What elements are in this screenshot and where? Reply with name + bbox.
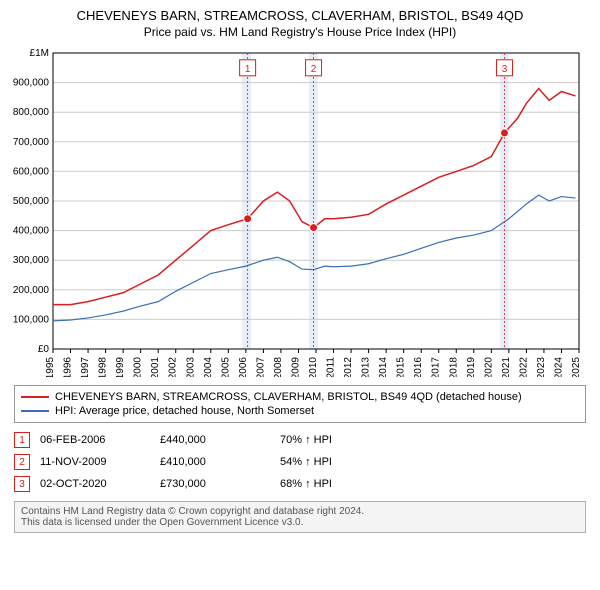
svg-text:2023: 2023: [536, 357, 547, 377]
marker-table: 1 06-FEB-2006£440,00070% ↑ HPI 2 11-NOV-200…: [14, 429, 342, 495]
legend-swatch: [21, 410, 49, 412]
marker-number-box: 1: [14, 432, 30, 448]
marker-date: 06-FEB-2006: [40, 429, 160, 451]
svg-text:£500,000: £500,000: [13, 196, 49, 207]
svg-text:2002: 2002: [168, 357, 179, 377]
svg-text:£800,000: £800,000: [13, 107, 49, 118]
marker-date: 11-NOV-2009: [40, 451, 160, 473]
marker-row: 1 06-FEB-2006£440,00070% ↑ HPI: [14, 429, 342, 451]
svg-text:2005: 2005: [220, 357, 231, 377]
svg-text:1998: 1998: [98, 357, 109, 377]
footer-line-2: This data is licensed under the Open Gov…: [21, 517, 579, 528]
marker-price: £440,000: [160, 429, 280, 451]
svg-text:2003: 2003: [185, 357, 196, 377]
marker-row: 3 02-OCT-2020£730,00068% ↑ HPI: [14, 473, 342, 495]
svg-text:1: 1: [245, 64, 251, 75]
svg-text:£700,000: £700,000: [13, 137, 49, 148]
legend-swatch: [21, 396, 49, 398]
svg-text:2012: 2012: [343, 357, 354, 377]
marker-number-box: 3: [14, 476, 30, 492]
footer-line-1: Contains HM Land Registry data © Crown c…: [21, 506, 579, 517]
svg-text:2009: 2009: [290, 357, 301, 377]
svg-text:1997: 1997: [80, 357, 91, 377]
chart-plot-area: £0 £100,000 £200,000 £300,000 £400,000 £500,0…: [13, 47, 587, 377]
svg-text:2016: 2016: [413, 357, 424, 377]
attribution-footer: Contains HM Land Registry data © Crown c…: [14, 501, 586, 533]
svg-text:1995: 1995: [45, 357, 56, 377]
marker-date: 02-OCT-2020: [40, 473, 160, 495]
svg-text:2022: 2022: [518, 357, 529, 377]
svg-text:2008: 2008: [273, 357, 284, 377]
svg-text:£0: £0: [38, 344, 50, 355]
svg-text:2007: 2007: [255, 357, 266, 377]
legend-label: HPI: Average price, detached house, Nort…: [55, 405, 314, 417]
svg-text:3: 3: [502, 64, 508, 75]
svg-text:2019: 2019: [466, 357, 477, 377]
svg-text:2001: 2001: [150, 357, 161, 377]
svg-text:2025: 2025: [571, 357, 582, 377]
marker-hpi-pct: 68% ↑ HPI: [280, 473, 342, 495]
svg-text:2020: 2020: [483, 357, 494, 377]
legend-item: CHEVENEYS BARN, STREAMCROSS, CLAVERHAM, …: [21, 390, 579, 404]
marker-price: £410,000: [160, 451, 280, 473]
svg-text:2014: 2014: [378, 357, 389, 377]
svg-text:£300,000: £300,000: [13, 255, 49, 266]
chart-legend: CHEVENEYS BARN, STREAMCROSS, CLAVERHAM, …: [14, 385, 586, 423]
marker-number-box: 2: [14, 454, 30, 470]
svg-text:1996: 1996: [63, 357, 74, 377]
chart-subtitle: Price paid vs. HM Land Registry's House …: [10, 25, 590, 39]
svg-text:2013: 2013: [361, 357, 372, 377]
legend-label: CHEVENEYS BARN, STREAMCROSS, CLAVERHAM, …: [55, 391, 522, 403]
svg-text:£200,000: £200,000: [13, 285, 49, 296]
marker-row: 2 11-NOV-2009£410,00054% ↑ HPI: [14, 451, 342, 473]
svg-text:£100,000: £100,000: [13, 314, 49, 325]
marker-hpi-pct: 70% ↑ HPI: [280, 429, 342, 451]
legend-item: HPI: Average price, detached house, Nort…: [21, 404, 579, 418]
svg-text:2017: 2017: [431, 357, 442, 377]
svg-text:2015: 2015: [396, 357, 407, 377]
svg-text:£600,000: £600,000: [13, 166, 49, 177]
svg-text:2024: 2024: [553, 357, 564, 377]
svg-text:2004: 2004: [203, 357, 214, 377]
svg-text:2000: 2000: [133, 357, 144, 377]
chart-title: CHEVENEYS BARN, STREAMCROSS, CLAVERHAM, …: [10, 8, 590, 23]
chart-container: CHEVENEYS BARN, STREAMCROSS, CLAVERHAM, …: [0, 0, 600, 539]
svg-text:£900,000: £900,000: [13, 78, 49, 89]
svg-text:2006: 2006: [238, 357, 249, 377]
svg-text:£1M: £1M: [30, 48, 49, 59]
svg-text:1999: 1999: [115, 357, 126, 377]
marker-price: £730,000: [160, 473, 280, 495]
svg-text:2011: 2011: [326, 357, 337, 377]
svg-text:2021: 2021: [501, 357, 512, 377]
svg-text:2018: 2018: [448, 357, 459, 377]
svg-text:2: 2: [311, 64, 317, 75]
chart-svg: £0 £100,000 £200,000 £300,000 £400,000 £500,0…: [13, 47, 587, 377]
svg-text:2010: 2010: [308, 357, 319, 377]
svg-text:£400,000: £400,000: [13, 226, 49, 237]
marker-hpi-pct: 54% ↑ HPI: [280, 451, 342, 473]
